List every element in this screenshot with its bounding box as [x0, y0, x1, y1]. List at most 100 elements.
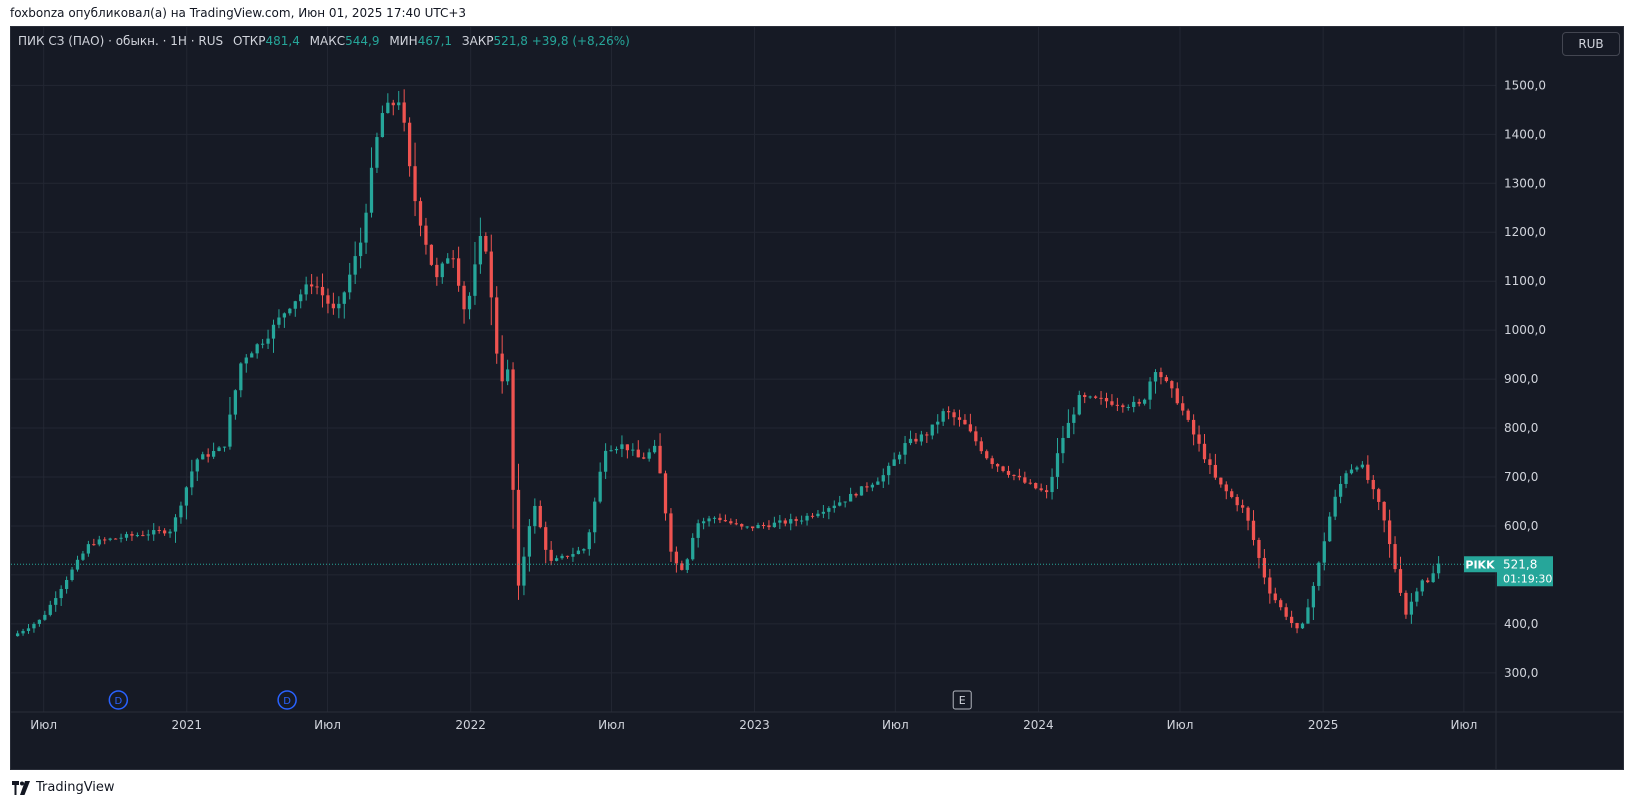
- candle-body: [250, 353, 254, 358]
- candle-body: [418, 201, 423, 226]
- candle-body: [718, 517, 722, 521]
- candle-body: [848, 493, 853, 502]
- candle-body: [1311, 585, 1316, 608]
- candle-body: [919, 434, 924, 442]
- legend-open-value: 481,4: [265, 34, 300, 48]
- candle-body: [669, 513, 673, 552]
- candle-body: [582, 549, 586, 551]
- candle-body: [571, 554, 575, 557]
- candle-body: [86, 544, 91, 554]
- earnings-marker-label: E: [959, 694, 966, 707]
- currency-button[interactable]: RUB: [1562, 32, 1620, 56]
- candle-body: [560, 555, 564, 559]
- candle-body: [1431, 573, 1435, 583]
- candle-body: [1148, 381, 1152, 400]
- chart-frame[interactable]: [10, 26, 1624, 770]
- y-tick-label: 1100,0: [1504, 274, 1546, 288]
- candle-body: [799, 520, 804, 522]
- candle-body: [1306, 607, 1310, 624]
- tradingview-logo[interactable]: TradingView: [10, 780, 115, 795]
- candle-body: [576, 550, 581, 555]
- candle-body: [985, 451, 989, 459]
- candle-body: [293, 301, 297, 309]
- candle-body: [1268, 577, 1272, 594]
- legend-low-label: МИН: [389, 34, 418, 48]
- candle-body: [1050, 476, 1054, 493]
- candle-body: [930, 424, 934, 436]
- candle-body: [979, 441, 983, 452]
- candle-body: [206, 454, 210, 457]
- candle-body: [1153, 372, 1158, 382]
- candle-body: [1436, 563, 1441, 574]
- candle-body: [603, 450, 608, 472]
- candle-body: [881, 475, 885, 482]
- candle-body: [625, 444, 630, 451]
- candle-body: [1415, 591, 1419, 602]
- candle-body: [337, 303, 341, 309]
- candle-body: [201, 454, 205, 460]
- candle-body: [778, 520, 782, 523]
- tradingview-logo-icon: [12, 780, 30, 795]
- candle-body: [168, 531, 172, 534]
- candle-body: [157, 530, 161, 532]
- candle-body: [1349, 469, 1354, 474]
- candle-body: [903, 443, 907, 455]
- candle-body: [211, 451, 216, 457]
- candle-body: [15, 633, 20, 637]
- candle-body: [97, 539, 101, 545]
- candle-body: [620, 444, 624, 449]
- candle-body: [260, 343, 265, 345]
- candle-body: [870, 484, 875, 488]
- candle-body: [990, 458, 994, 465]
- candle-body: [1409, 601, 1414, 615]
- candle-body: [1104, 397, 1109, 402]
- candle-body: [544, 527, 548, 550]
- candle-body: [674, 551, 679, 564]
- candle-body: [767, 525, 771, 528]
- candle-body: [876, 481, 880, 485]
- candle-body: [456, 258, 461, 286]
- publication-caption: foxbonza опубликовал(а) на TradingView.c…: [10, 6, 467, 20]
- candle-body: [712, 517, 717, 519]
- candle-body: [239, 363, 243, 391]
- candle-body: [288, 308, 292, 314]
- candle-body: [315, 286, 319, 288]
- last-price-value: 521,8: [1503, 557, 1537, 571]
- candle-body: [554, 558, 559, 561]
- candle-body: [1257, 539, 1261, 558]
- candle-body: [941, 411, 945, 422]
- candle-body: [1240, 505, 1245, 508]
- candle-body: [119, 537, 123, 539]
- dividend-marker: [108, 690, 129, 710]
- x-tick-label: 2021: [172, 718, 203, 732]
- candle-body: [1333, 496, 1337, 517]
- candle-body: [228, 414, 232, 447]
- legend-open-label: ОТКР: [232, 34, 266, 48]
- candle-body: [348, 274, 352, 293]
- candle-body: [331, 303, 336, 309]
- candle-body: [1186, 410, 1190, 420]
- candle-body: [277, 317, 281, 325]
- candle-body: [467, 295, 472, 310]
- y-tick-label: 800,0: [1504, 421, 1538, 435]
- candle-body: [299, 294, 303, 302]
- candle-body: [527, 526, 532, 557]
- ticker-tag: [1464, 556, 1497, 573]
- candle-body: [59, 588, 63, 599]
- candle-body: [533, 505, 537, 527]
- candle-body: [696, 523, 700, 538]
- candle-body: [92, 544, 96, 546]
- x-tick-label: Июл: [598, 718, 625, 732]
- last-price-tag: [1497, 556, 1553, 587]
- candle-body: [1023, 477, 1027, 483]
- symbol-legend[interactable]: ПИК СЗ (ПАО) · обыкн. · 1Н · RUS ОТКР481…: [18, 34, 630, 48]
- x-tick-label: 2025: [1308, 718, 1339, 732]
- candle-body: [925, 434, 929, 436]
- candle-body: [500, 353, 504, 382]
- candle-body: [1273, 593, 1277, 601]
- candle-body: [113, 538, 118, 540]
- candle-body: [446, 258, 450, 264]
- candle-body: [783, 520, 787, 524]
- candle-body: [1371, 479, 1375, 490]
